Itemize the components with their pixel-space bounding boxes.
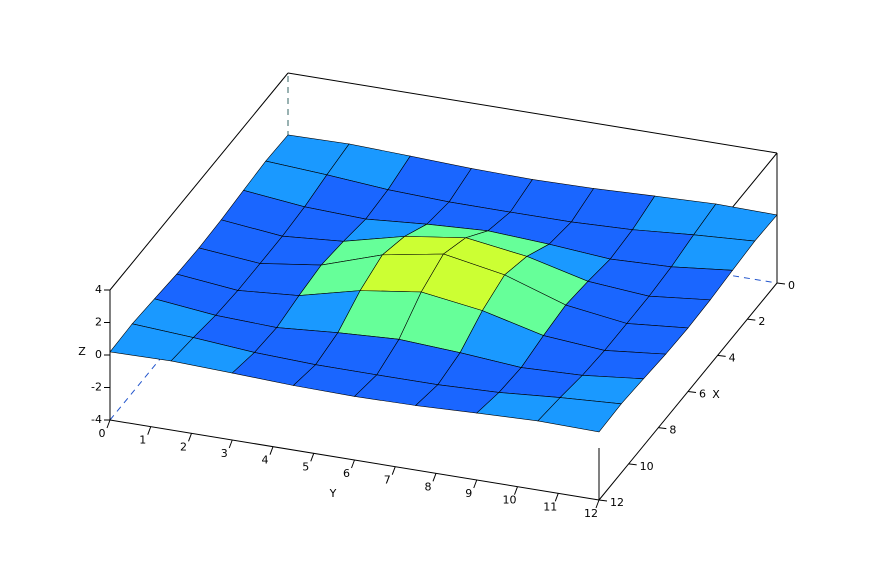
y-tick-label: 5 bbox=[302, 460, 309, 473]
y-tick-label: 10 bbox=[503, 494, 517, 507]
y-tick bbox=[595, 499, 600, 509]
y-tick-label: 1 bbox=[139, 434, 146, 447]
x-tick-label: 0 bbox=[788, 279, 795, 292]
x-tick-label: 10 bbox=[640, 460, 654, 473]
y-tick-label: 9 bbox=[465, 487, 472, 500]
y-tick-label: 12 bbox=[584, 507, 598, 520]
y-tick-label: 11 bbox=[543, 500, 557, 513]
x-tick-label: 2 bbox=[758, 315, 765, 328]
surface-cell bbox=[537, 397, 622, 433]
y-tick bbox=[351, 459, 355, 469]
x-tick-label: 8 bbox=[669, 424, 676, 437]
y-tick bbox=[269, 446, 274, 455]
y-axis-label: Y bbox=[329, 487, 337, 500]
x-tick bbox=[658, 427, 667, 430]
y-tick bbox=[106, 419, 111, 429]
z-tick-label: -2 bbox=[91, 381, 102, 394]
x-tick bbox=[598, 499, 608, 502]
y-tick-label: 8 bbox=[425, 480, 432, 493]
y-tick-label: 4 bbox=[262, 454, 269, 467]
y-tick-label: 0 bbox=[99, 427, 106, 440]
x-tick-label: 12 bbox=[610, 496, 624, 509]
z-tick-label: -4 bbox=[91, 413, 102, 426]
y-tick bbox=[514, 486, 518, 495]
y-tick-label: 3 bbox=[221, 447, 228, 460]
x-tick bbox=[776, 282, 786, 285]
x-axis-label: X bbox=[712, 388, 720, 401]
y-tick-label: 7 bbox=[384, 474, 391, 487]
y-tick bbox=[432, 473, 437, 482]
box-edge bbox=[109, 72, 289, 291]
y-tick bbox=[473, 479, 478, 489]
x-tick bbox=[628, 463, 637, 466]
y-tick-label: 2 bbox=[180, 440, 187, 453]
x-tick bbox=[687, 391, 697, 393]
x-tick-label: 4 bbox=[729, 351, 736, 364]
box-edge bbox=[287, 72, 778, 154]
y-tick bbox=[391, 466, 396, 475]
x-tick bbox=[717, 354, 726, 357]
y-tick bbox=[228, 439, 233, 449]
x-tick bbox=[747, 318, 756, 321]
z-axis-label: Z bbox=[78, 345, 86, 358]
y-tick bbox=[554, 493, 559, 502]
z-tick-label: 0 bbox=[95, 348, 102, 361]
y-tick bbox=[188, 433, 192, 442]
z-tick-label: 2 bbox=[95, 316, 102, 329]
y-tick bbox=[147, 426, 152, 435]
y-tick-label: 6 bbox=[343, 467, 350, 480]
y-tick bbox=[310, 453, 315, 462]
z-tick-label: 4 bbox=[95, 283, 102, 296]
x-tick-label: 6 bbox=[699, 388, 706, 401]
